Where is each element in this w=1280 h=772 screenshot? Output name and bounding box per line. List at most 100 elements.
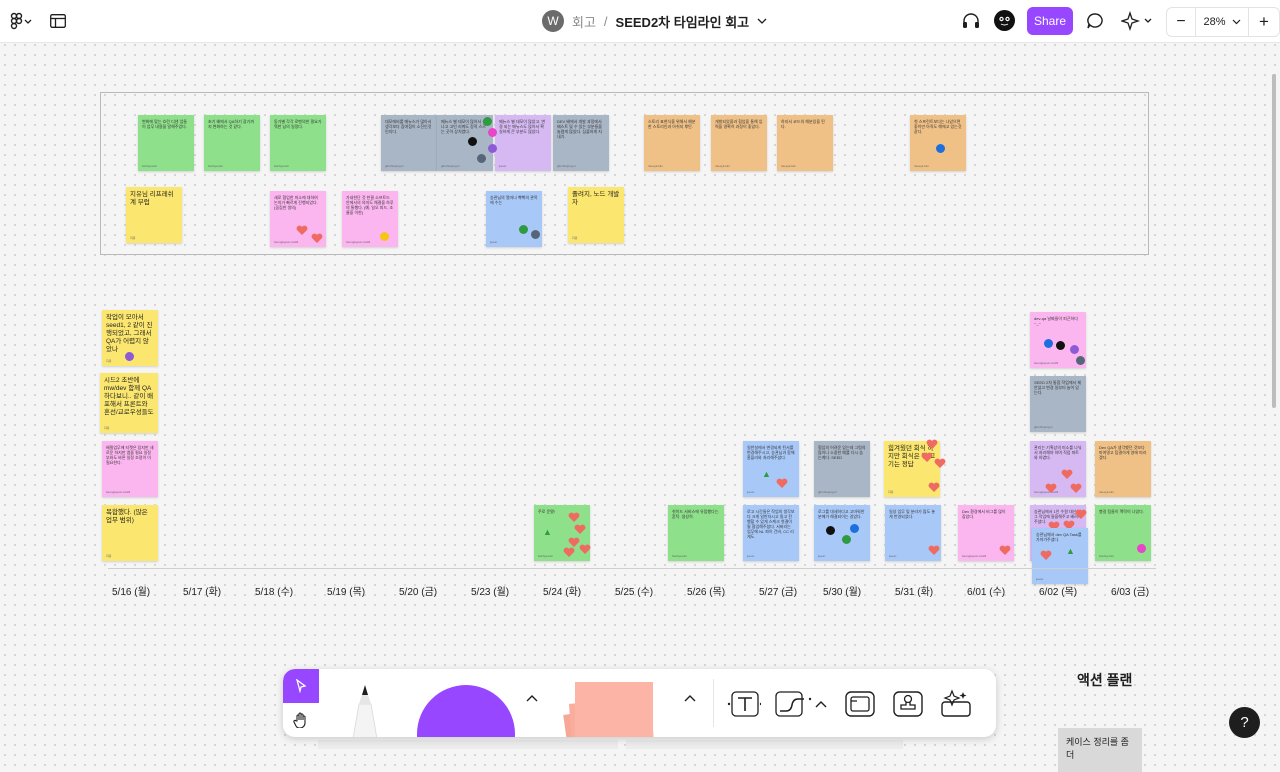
heart-reaction-icon[interactable] bbox=[563, 547, 575, 558]
reaction-avatar[interactable] bbox=[488, 128, 497, 137]
sticky-note[interactable]: 데모에비를 메뉴스가 많아서 생각보다 참여점이 소진인것 인지다. gbmhmj… bbox=[381, 115, 437, 171]
hand-tool[interactable] bbox=[283, 703, 319, 737]
reaction-avatar[interactable] bbox=[519, 225, 528, 234]
section-tool[interactable] bbox=[843, 687, 877, 721]
thumbs-up-reaction-icon[interactable]: ▲ bbox=[1066, 546, 1075, 556]
heart-reaction-icon[interactable] bbox=[1061, 469, 1073, 480]
heart-reaction-icon[interactable] bbox=[568, 512, 580, 523]
reaction-avatar[interactable] bbox=[850, 524, 859, 533]
ai-assist-button[interactable] bbox=[1121, 11, 1155, 31]
sticky-note[interactable]: SEED 2차 통합 작업에서 제안않고 변경 일부터 늘어 있는다. gbmhm… bbox=[1030, 376, 1086, 432]
heart-reaction-icon[interactable] bbox=[1075, 509, 1087, 520]
reaction-avatar[interactable] bbox=[125, 352, 134, 361]
reaction-avatar[interactable] bbox=[1056, 341, 1065, 350]
sticky-note[interactable]: 승관님께서 dev QA Task를 가져가주셨다. jueun bbox=[1032, 528, 1088, 584]
thumbs-up-reaction-icon[interactable]: ▲ bbox=[543, 527, 552, 537]
reaction-avatar[interactable] bbox=[1076, 356, 1085, 365]
page-title[interactable]: SEED2차 타임라인 회고 bbox=[615, 14, 750, 30]
sticky-note[interactable]: Dev QA가 생각했던 것보다 마여명고 탑결하게 영에 따라겠다. risee… bbox=[1095, 441, 1151, 497]
sticky-note[interactable]: 개발되었을과 협업을 통해 입력을 명확히 과정이 좋았다. riseeyk.ki… bbox=[711, 115, 767, 171]
heart-reaction-icon[interactable] bbox=[928, 482, 940, 493]
connector-options-button[interactable] bbox=[811, 691, 831, 717]
heart-reaction-icon[interactable] bbox=[926, 439, 938, 450]
heart-reaction-icon[interactable] bbox=[574, 524, 586, 535]
sticky-tool[interactable] bbox=[563, 682, 655, 737]
sticky-note[interactable]: 배필업무에 티켓은 있지만 새로운 하지만 앱을 필요 일정 부와도 바른 일정… bbox=[102, 441, 158, 497]
reaction-avatar[interactable] bbox=[1137, 544, 1146, 553]
sticky-options-button[interactable] bbox=[677, 685, 703, 711]
heart-reaction-icon[interactable] bbox=[921, 452, 933, 463]
collaborator-avatar[interactable] bbox=[994, 10, 1015, 31]
main-menu-button[interactable] bbox=[8, 12, 34, 30]
sticky-note[interactable]: 시드2 초반에 mw/dev 함께 QA하다보니.. 같이 배포해서 프론트와 … bbox=[100, 373, 158, 433]
chevron-down-icon[interactable] bbox=[757, 17, 767, 25]
sticky-note[interactable]: 동가별 각각 로멘의한 필요가 뭐한 남의 일정다. bokhye.kim bbox=[270, 115, 326, 171]
heart-reaction-icon[interactable] bbox=[1070, 483, 1082, 494]
thumbs-up-reaction-icon[interactable]: ▲ bbox=[762, 469, 771, 479]
heart-reaction-icon[interactable] bbox=[579, 544, 591, 555]
reaction-avatar[interactable] bbox=[468, 137, 477, 146]
shape-tool[interactable] bbox=[417, 685, 515, 737]
reaction-avatar[interactable] bbox=[477, 154, 486, 163]
heart-reaction-icon[interactable] bbox=[296, 225, 308, 236]
user-avatar[interactable]: W bbox=[542, 10, 564, 32]
connector-tool[interactable] bbox=[773, 687, 813, 721]
heart-reaction-icon[interactable] bbox=[776, 478, 788, 489]
breadcrumb[interactable]: 회고 bbox=[572, 14, 596, 30]
heart-reaction-icon[interactable] bbox=[1045, 483, 1057, 494]
sticky-note[interactable]: 케이스 정리를 좀 더 bbox=[1058, 728, 1142, 772]
sticky-note[interactable]: 가내한단 것 한결 소프트드 안에서의 의미도 해결을 하루의 통했다. (예,… bbox=[342, 191, 398, 247]
reaction-avatar[interactable] bbox=[483, 117, 492, 126]
sticky-note[interactable]: 협업의 어려운 있는데 그럼의 많이나 소중한 예를 다시 숨는게다. SEED… bbox=[814, 441, 870, 497]
heart-reaction-icon[interactable] bbox=[311, 233, 323, 244]
help-button[interactable]: ? bbox=[1229, 707, 1260, 738]
pen-tool[interactable] bbox=[337, 679, 393, 737]
share-button[interactable]: Share bbox=[1027, 7, 1073, 35]
reaction-avatar[interactable] bbox=[1070, 345, 1079, 354]
sticky-note[interactable]: 로그를 대세하다고 고마워한 분께가 해결되어는 걸었다. jueun bbox=[814, 505, 870, 561]
heart-reaction-icon[interactable] bbox=[934, 458, 946, 469]
audio-button[interactable] bbox=[961, 11, 981, 31]
vertical-scrollbar[interactable] bbox=[1272, 74, 1276, 408]
sticky-note[interactable]: 복합했다. (많은 업무 범위) 지유 bbox=[102, 505, 158, 561]
reaction-avatar[interactable] bbox=[826, 526, 835, 535]
face-icon bbox=[999, 16, 1010, 26]
reaction-avatar[interactable] bbox=[531, 230, 540, 239]
sticky-note[interactable]: 하지서 코드의 해분있을 된다. riseeyk.kim bbox=[777, 115, 833, 171]
heart-reaction-icon[interactable] bbox=[1048, 521, 1060, 532]
zoom-in-button[interactable]: + bbox=[1259, 12, 1269, 31]
shape-options-button[interactable] bbox=[519, 685, 545, 711]
sticky-note[interactable]: DEV 배에서 개발 과정에서 배스트 및 수 있는 부분들을 놀렸게 많았다.… bbox=[553, 115, 609, 171]
reaction-avatar[interactable] bbox=[1044, 339, 1053, 348]
heart-reaction-icon[interactable] bbox=[928, 545, 940, 556]
stamp-tool[interactable] bbox=[891, 687, 925, 721]
heart-reaction-icon[interactable] bbox=[568, 537, 580, 548]
sticky-note[interactable]: 첫 스프린트보다는 나았으면 좋이만 아직도 해에고 있는것 같다. riseey… bbox=[910, 115, 966, 171]
reaction-avatar[interactable] bbox=[936, 144, 945, 153]
move-tool[interactable] bbox=[283, 669, 319, 703]
retro-section-frame[interactable] bbox=[100, 92, 1149, 255]
zoom-out-button[interactable]: − bbox=[1176, 13, 1186, 30]
heart-reaction-icon[interactable] bbox=[1063, 520, 1075, 531]
sticky-note[interactable]: 변화에 맞는 흐린 디센 업들이 업무 내용을 알해주었다. bokhye.kim bbox=[138, 115, 194, 171]
reaction-avatar[interactable] bbox=[380, 232, 389, 241]
heart-reaction-icon[interactable] bbox=[1040, 550, 1052, 561]
sticky-note[interactable]: 스토리 표현식을 위해서 예분 한 스토리인과 아쉬지 뿌탄. riseeyk.k… bbox=[644, 115, 700, 171]
sticky-note[interactable]: 관리는 기획상의 미소를 나눠서 처리해야 하며 직접 파트와 하였다. heun… bbox=[1030, 441, 1086, 497]
reaction-avatar[interactable] bbox=[488, 144, 497, 153]
sticky-note[interactable]: 로고 시간들은 작업의 생각보다 크게 일반자시고 밀고 전행할 수 있게 스케… bbox=[743, 505, 799, 561]
zoom-level-dropdown[interactable]: 28% bbox=[1196, 16, 1248, 28]
reaction-avatar[interactable] bbox=[842, 535, 851, 544]
ai-tool[interactable] bbox=[939, 687, 973, 721]
text-tool[interactable] bbox=[727, 687, 761, 721]
heart-reaction-icon[interactable] bbox=[999, 545, 1011, 556]
action-plan-heading[interactable]: 액션 플랜 bbox=[1077, 672, 1133, 688]
sticky-note[interactable]: 메뉴스 별 데모이 많았고, 변경 되는 메뉴스도 많아서 확실하게 큰 부분도… bbox=[495, 115, 551, 171]
sticky-note[interactable]: 지유님 리프레쉬 계 부럽 지유 bbox=[126, 187, 182, 243]
sticky-note[interactable]: 일반실에서 변경되게 된서를 변경해주시고, 승관님과 함께 홈플러와 처리해주… bbox=[743, 441, 799, 497]
layout-panel-button[interactable] bbox=[49, 12, 67, 30]
sticky-note[interactable]: 초기 배에서 QA하기 광기까지 변화하는 것 같다. bokhye.kim bbox=[204, 115, 260, 171]
sticky-note[interactable]: 졸려지, 노드 개발자 지유 bbox=[568, 187, 624, 243]
sticky-note[interactable]: 쉬이드 서비스에 유럽했다는. 혼탁. 생성히. bokhye.kim bbox=[668, 505, 724, 561]
comments-button[interactable] bbox=[1085, 11, 1105, 31]
